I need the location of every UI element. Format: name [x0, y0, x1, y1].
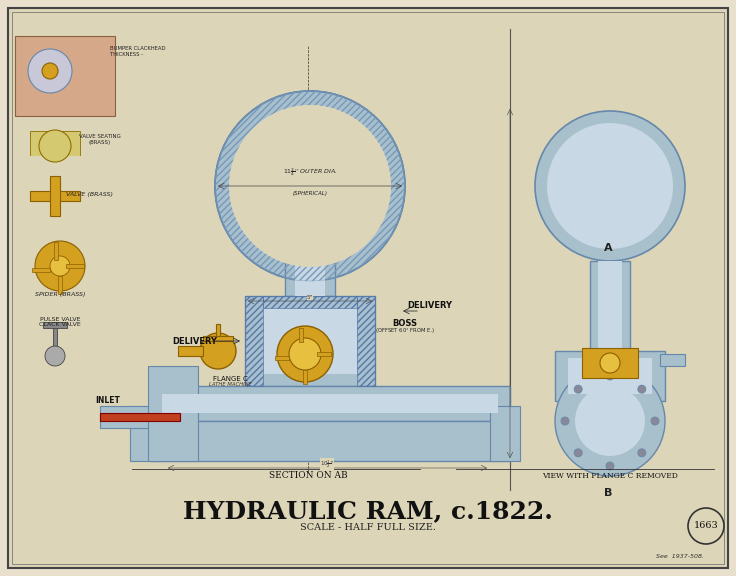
Text: SPIDER (BRASS): SPIDER (BRASS): [35, 292, 85, 297]
Text: See  1937-508.: See 1937-508.: [656, 554, 704, 559]
Text: VALVE (BRASS): VALVE (BRASS): [66, 192, 113, 197]
Bar: [100, 406, 160, 428]
Bar: [100, 413, 180, 421]
Circle shape: [35, 241, 85, 291]
Circle shape: [535, 111, 685, 261]
Bar: [130, 406, 160, 461]
Bar: [490, 406, 520, 461]
Text: (OFFSET $60°$ FROM E.): (OFFSET $60°$ FROM E.): [375, 326, 435, 335]
Text: HYDRAULIC RAM, c.1822.: HYDRAULIC RAM, c.1822.: [183, 499, 553, 523]
Bar: [178, 346, 203, 356]
Bar: [148, 366, 198, 461]
Circle shape: [50, 256, 70, 276]
Text: FLANGE C: FLANGE C: [213, 376, 247, 382]
Bar: [30, 191, 80, 201]
Circle shape: [229, 105, 391, 267]
Circle shape: [638, 449, 645, 457]
Text: SECTION ON AB: SECTION ON AB: [269, 472, 347, 480]
Bar: [30, 131, 80, 161]
Bar: [43, 322, 67, 328]
Text: VALVE SEATING
(BRASS): VALVE SEATING (BRASS): [79, 134, 121, 145]
Bar: [582, 348, 638, 378]
Circle shape: [574, 385, 582, 393]
Circle shape: [289, 338, 321, 370]
Bar: [15, 36, 115, 116]
Bar: [555, 351, 665, 401]
Text: PULSE VALVE: PULSE VALVE: [40, 317, 80, 322]
Bar: [58, 276, 62, 294]
Bar: [317, 352, 331, 356]
Bar: [245, 296, 263, 386]
Circle shape: [28, 49, 72, 93]
Circle shape: [575, 386, 645, 456]
Circle shape: [229, 105, 391, 267]
Circle shape: [215, 91, 405, 281]
Bar: [275, 356, 289, 360]
Bar: [203, 336, 233, 341]
Circle shape: [606, 372, 614, 380]
Circle shape: [39, 130, 71, 162]
Text: CLACK VALVE: CLACK VALVE: [39, 322, 81, 327]
Bar: [50, 176, 60, 216]
Circle shape: [42, 63, 58, 79]
Text: 1663: 1663: [693, 521, 718, 530]
Bar: [299, 328, 303, 342]
Bar: [162, 394, 498, 413]
Text: (SPHERICAL): (SPHERICAL): [292, 191, 328, 196]
Bar: [216, 324, 220, 336]
Bar: [54, 242, 58, 260]
Bar: [568, 358, 652, 394]
Bar: [32, 268, 50, 272]
Circle shape: [651, 417, 659, 425]
Text: B: B: [604, 488, 612, 498]
Text: A: A: [604, 243, 612, 253]
Text: SCALE - HALF FULL SIZE.: SCALE - HALF FULL SIZE.: [300, 524, 436, 532]
Bar: [285, 263, 335, 296]
Bar: [660, 354, 685, 366]
Bar: [25, 156, 85, 186]
Bar: [303, 370, 307, 384]
Bar: [295, 263, 325, 296]
Bar: [590, 261, 630, 356]
Text: $11\frac{3}{4}$'' OUTER DIA.: $11\frac{3}{4}$'' OUTER DIA.: [283, 166, 337, 178]
Text: DELIVERY: DELIVERY: [408, 301, 453, 310]
Bar: [66, 264, 84, 268]
Circle shape: [688, 508, 724, 544]
Bar: [598, 261, 622, 356]
Text: DELIVERY: DELIVERY: [172, 336, 218, 346]
Bar: [263, 296, 357, 308]
Bar: [150, 386, 510, 421]
Text: VIEW WITH FLANGE C REMOVED: VIEW WITH FLANGE C REMOVED: [542, 472, 678, 480]
Circle shape: [574, 449, 582, 457]
Circle shape: [561, 417, 569, 425]
Bar: [263, 308, 357, 374]
Text: 10$\frac{1}{2}$": 10$\frac{1}{2}$": [320, 458, 334, 470]
Circle shape: [200, 333, 236, 369]
Text: BOSS: BOSS: [392, 319, 417, 328]
Text: INLET: INLET: [96, 396, 121, 405]
Bar: [150, 421, 510, 461]
Circle shape: [606, 462, 614, 470]
Bar: [245, 296, 375, 386]
Text: BUMPER CLACKHEAD
THICKNESS -: BUMPER CLACKHEAD THICKNESS -: [110, 46, 166, 57]
Circle shape: [277, 326, 333, 382]
Bar: [53, 326, 57, 361]
Bar: [357, 296, 375, 386]
Circle shape: [45, 346, 65, 366]
Circle shape: [600, 353, 620, 373]
Circle shape: [638, 385, 645, 393]
Text: LATHE MACHINE: LATHE MACHINE: [208, 382, 252, 387]
Text: 5": 5": [307, 295, 313, 300]
Circle shape: [555, 366, 665, 476]
Circle shape: [547, 123, 673, 249]
